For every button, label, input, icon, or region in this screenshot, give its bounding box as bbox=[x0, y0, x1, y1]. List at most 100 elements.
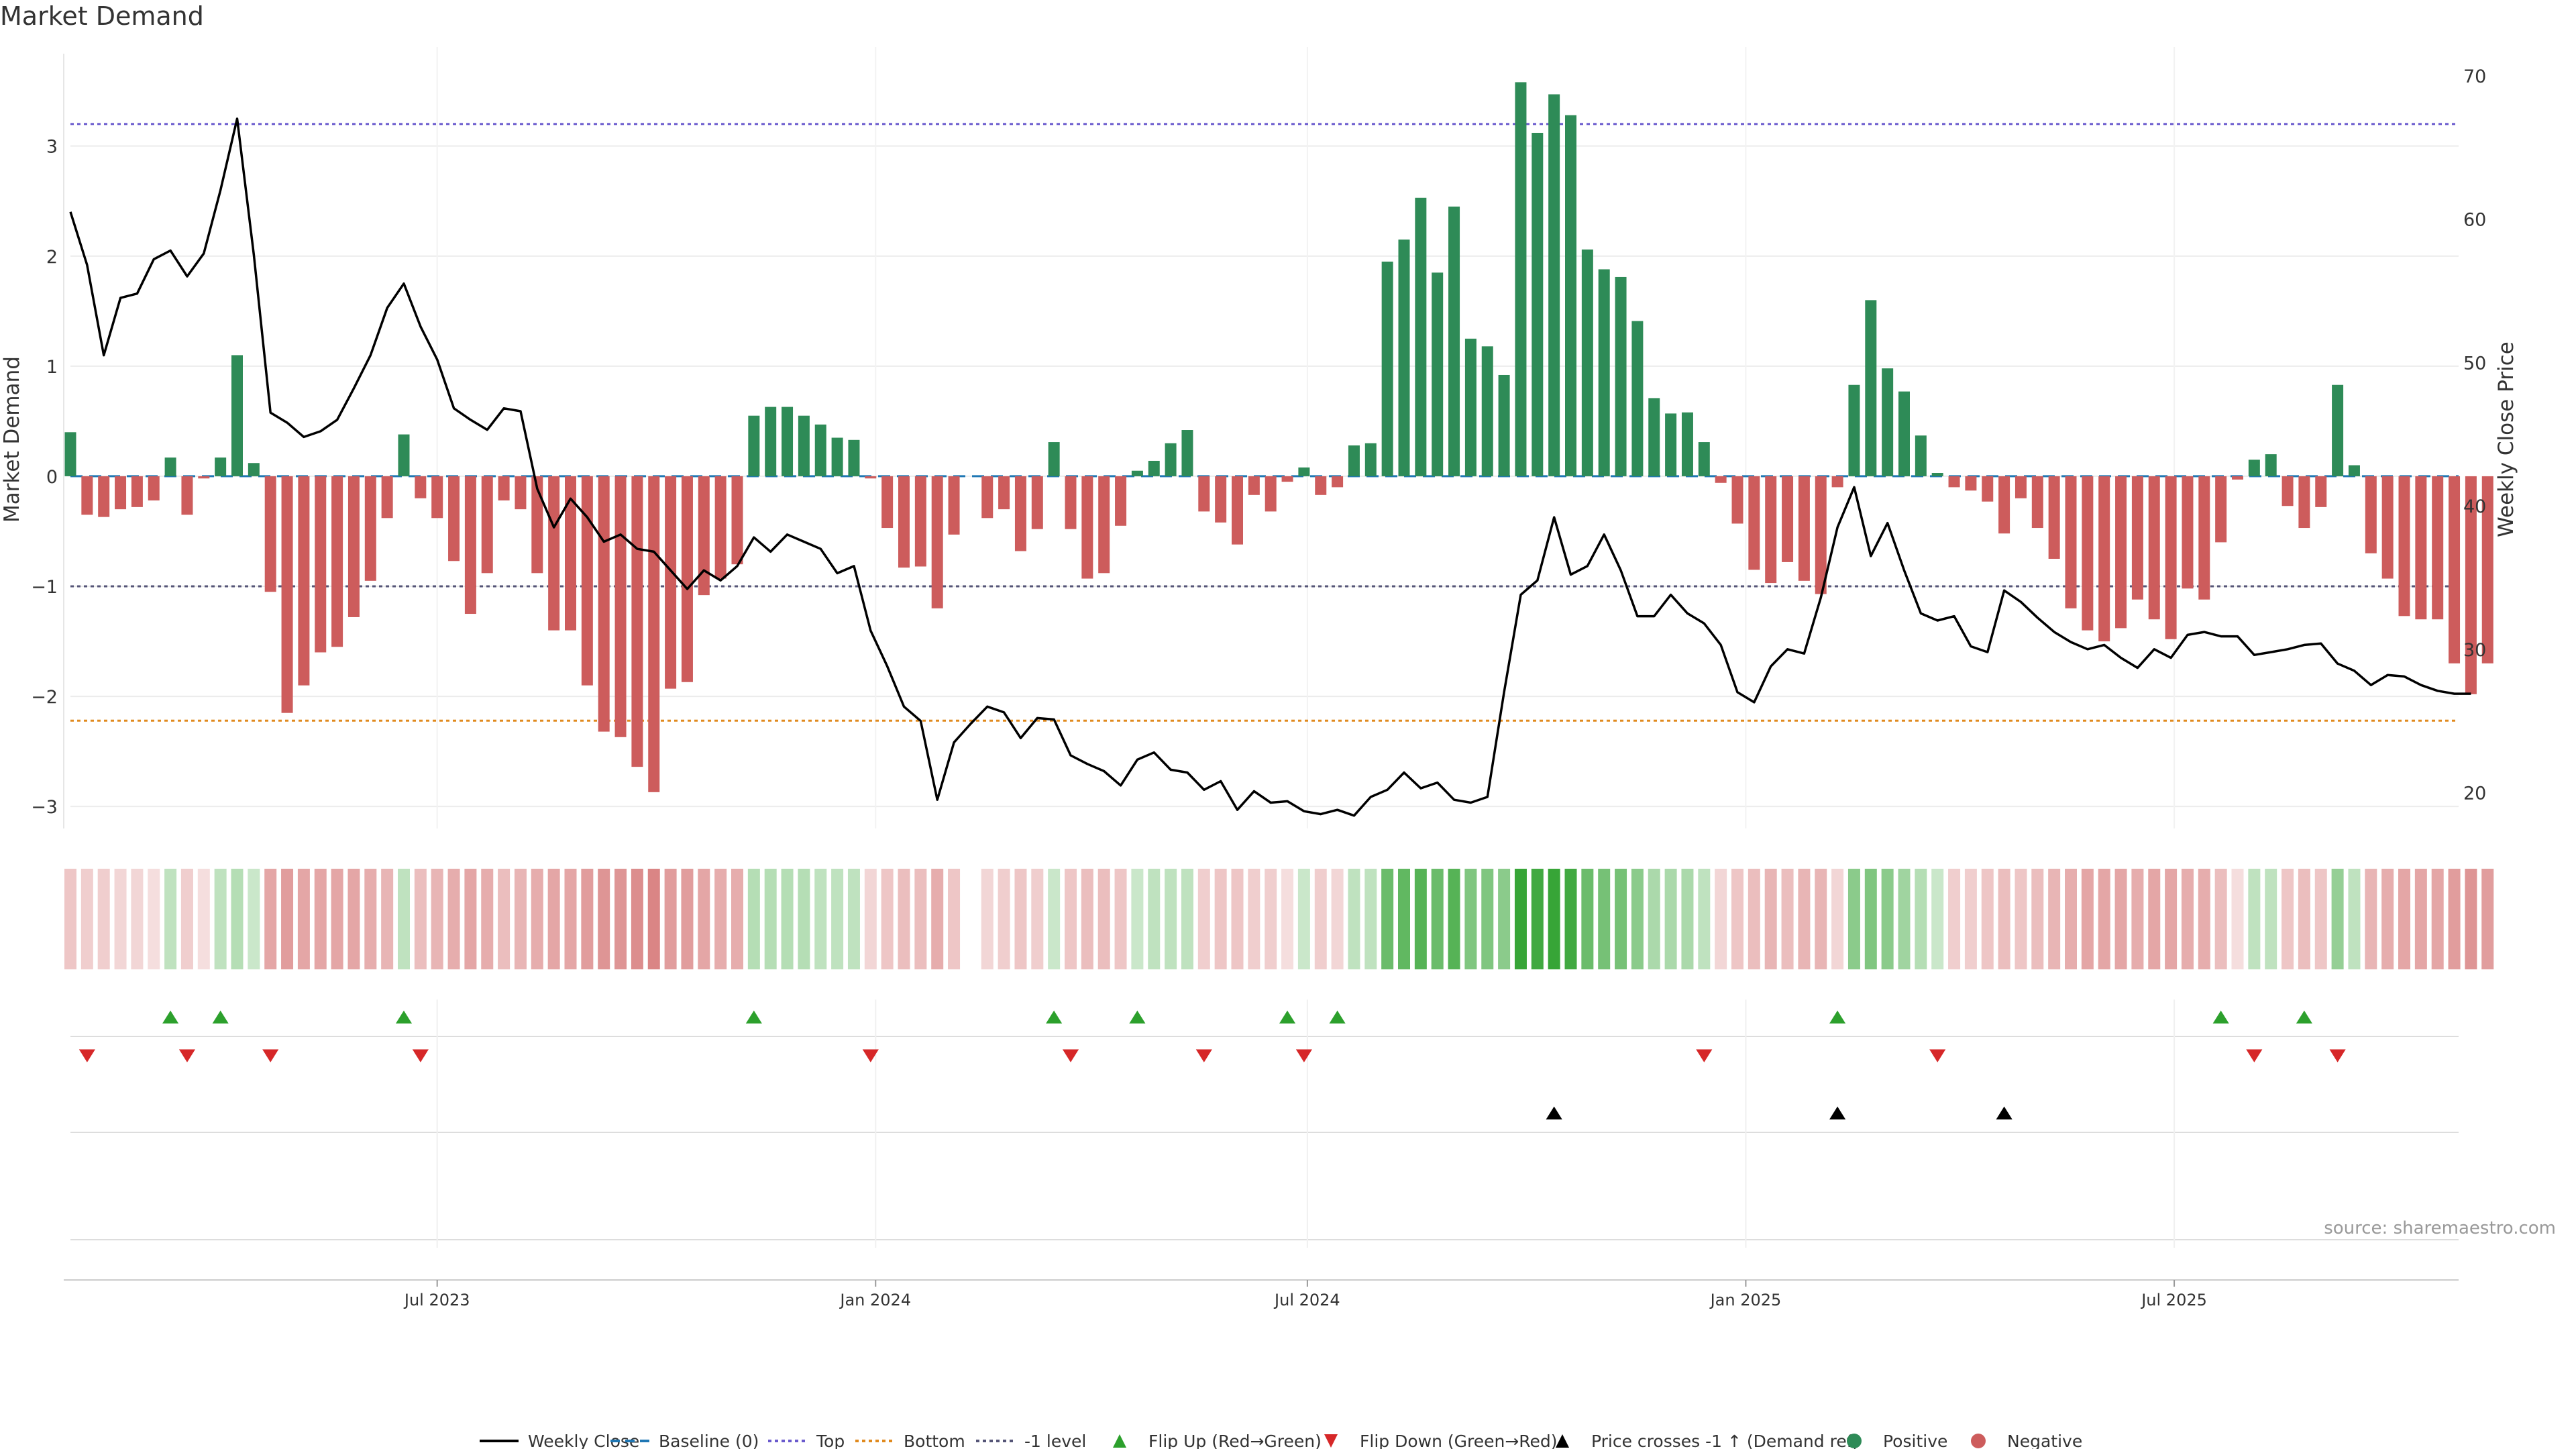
flip-down-marker bbox=[1696, 1049, 1713, 1063]
y-axis-label: Market Demand bbox=[0, 356, 24, 523]
demand-bar bbox=[1381, 261, 1393, 476]
strip-cell bbox=[64, 869, 76, 969]
strip-cell bbox=[714, 869, 727, 969]
legend-swatch-dot bbox=[1971, 1434, 1986, 1448]
strip-cell bbox=[2465, 869, 2477, 969]
strip-cell bbox=[598, 869, 610, 969]
demand-bar bbox=[231, 355, 243, 476]
page-title: Market Demand bbox=[0, 1, 204, 31]
strip-cell bbox=[148, 869, 160, 969]
y2-tick-label: 60 bbox=[2463, 210, 2486, 231]
strip-cell bbox=[314, 869, 327, 969]
strip-cell bbox=[1715, 869, 1727, 969]
strip-cell bbox=[180, 869, 193, 969]
y2-axis-label: Weekly Close Price bbox=[2494, 341, 2518, 537]
demand-bar bbox=[364, 476, 376, 581]
demand-bar bbox=[2332, 384, 2344, 476]
demand-bar bbox=[1681, 412, 1693, 476]
strip-cell bbox=[1881, 869, 1894, 969]
demand-bar bbox=[98, 476, 110, 517]
demand-bar bbox=[2282, 476, 2294, 506]
flip-up-marker bbox=[2212, 1010, 2229, 1024]
demand-bar bbox=[1364, 443, 1377, 476]
y-tick-label: 2 bbox=[46, 247, 58, 268]
strip-cell bbox=[264, 869, 277, 969]
demand-bar bbox=[2131, 476, 2143, 600]
strip-cell bbox=[1748, 869, 1760, 969]
demand-bar bbox=[448, 476, 460, 561]
legend-label: Top bbox=[816, 1432, 845, 1449]
demand-bar bbox=[2215, 476, 2227, 543]
demand-bar bbox=[1464, 338, 1477, 476]
demand-bar bbox=[1348, 445, 1360, 476]
demand-bar bbox=[1931, 473, 1943, 476]
strip-cell bbox=[381, 869, 394, 969]
strip-cell bbox=[614, 869, 627, 969]
demand-bar bbox=[814, 424, 826, 476]
strip-cell bbox=[747, 869, 760, 969]
strip-cell bbox=[2131, 869, 2144, 969]
strip-cell bbox=[2481, 869, 2494, 969]
strip-cell bbox=[2381, 869, 2394, 969]
demand-bar bbox=[614, 476, 627, 737]
legend-label: Negative bbox=[2007, 1432, 2082, 1449]
demand-bar bbox=[1532, 132, 1544, 476]
strip-cell bbox=[2114, 869, 2127, 969]
strip-cell bbox=[1464, 869, 1477, 969]
demand-bar bbox=[914, 476, 926, 567]
strip-cell bbox=[1915, 869, 1927, 969]
demand-bar bbox=[181, 476, 193, 515]
strip-cell bbox=[1864, 869, 1877, 969]
strip-cell bbox=[531, 869, 543, 969]
strip-cell bbox=[414, 869, 427, 969]
strip-cell bbox=[1847, 869, 1860, 969]
demand-bar bbox=[2398, 476, 2410, 616]
x-axis: Jul 2023 Jan 2024 Jul 2024 Jan 2025 Jul 2025 bbox=[64, 1279, 2459, 1309]
demand-bar bbox=[1798, 476, 1810, 581]
strip-cell bbox=[498, 869, 511, 969]
legend-swatch-dot bbox=[1847, 1434, 1862, 1448]
demand-bar bbox=[2481, 476, 2493, 663]
demand-bar bbox=[1831, 476, 1843, 488]
x-tick-label: Jan 2024 bbox=[839, 1291, 911, 1309]
legend-label: Price crosses -1 ↑ (Demand ref) bbox=[1591, 1432, 1859, 1449]
demand-bar bbox=[1848, 384, 1860, 476]
legend-label: Baseline (0) bbox=[659, 1432, 759, 1449]
strip-cell bbox=[864, 869, 877, 969]
strip-cell bbox=[1681, 869, 1694, 969]
demand-bar bbox=[581, 476, 593, 686]
demand-bar bbox=[381, 476, 393, 519]
demand-bar bbox=[1048, 442, 1060, 476]
demand-bar bbox=[565, 476, 576, 631]
strip-cell bbox=[2265, 869, 2277, 969]
strip-cell bbox=[1948, 869, 1961, 969]
demand-bar bbox=[2298, 476, 2310, 529]
demand-bar bbox=[2415, 476, 2427, 620]
demand-bar bbox=[2248, 460, 2260, 476]
demand-bar bbox=[1215, 476, 1227, 523]
strip-cell bbox=[2348, 869, 2361, 969]
demand-bar bbox=[1148, 460, 1160, 476]
strip-cell bbox=[1931, 869, 1944, 969]
demand-bar bbox=[2381, 476, 2394, 579]
demand-bar bbox=[1315, 476, 1327, 495]
flip-up-marker bbox=[1046, 1010, 1063, 1024]
strip-cell bbox=[131, 869, 144, 969]
demand-bar bbox=[298, 476, 310, 686]
strip-cell bbox=[1297, 869, 1310, 969]
flip-up-marker bbox=[396, 1010, 412, 1024]
demand-bar bbox=[2148, 476, 2160, 620]
axes: 3 2 1 0 −1 −2 −3 70 60 50 40 30 20 Market Demand Weekl… bbox=[0, 54, 2518, 828]
demand-bar bbox=[2365, 476, 2377, 553]
strip-cell bbox=[2448, 869, 2461, 969]
demand-bar bbox=[782, 407, 794, 476]
strip-cell bbox=[881, 869, 894, 969]
demand-bar bbox=[898, 476, 910, 568]
strip-cell bbox=[664, 869, 677, 969]
demand-bar bbox=[347, 476, 360, 617]
demand-bar bbox=[2432, 476, 2444, 620]
y-tick-label: −2 bbox=[31, 687, 58, 708]
demand-bar bbox=[2082, 476, 2094, 631]
demand-bar bbox=[631, 476, 643, 767]
strip-cell bbox=[2031, 869, 2044, 969]
